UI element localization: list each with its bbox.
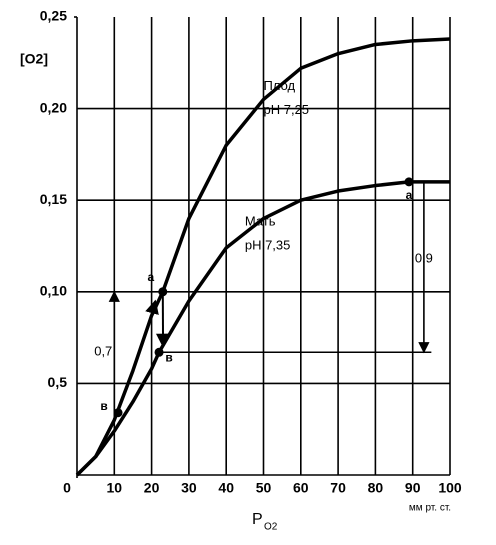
series-label: Мать — [245, 214, 276, 229]
point — [158, 287, 168, 297]
series-label: Плод — [264, 78, 296, 93]
point-label: в — [100, 399, 107, 413]
x-tick-label: 30 — [181, 480, 197, 496]
x-tick-label: 40 — [218, 480, 234, 496]
x-tick-label: 80 — [368, 480, 384, 496]
x-tick-label: 100 — [438, 480, 462, 496]
y-tick-label: 0,15 — [40, 191, 67, 207]
x-unit: мм рт. ст. — [409, 503, 451, 514]
x-tick-label: 60 — [293, 480, 309, 496]
y-tick-label: 0,10 — [40, 283, 67, 299]
x-tick-label: 50 — [256, 480, 272, 496]
difference-label: 0,9 — [415, 251, 433, 266]
point-label: а — [147, 270, 154, 284]
series-note: pH 7,25 — [264, 102, 310, 117]
y-tick-label: 0,5 — [48, 374, 68, 390]
x-tick-label: 0 — [63, 480, 71, 496]
curve-arrow — [145, 299, 159, 329]
x-axis-label: P — [252, 511, 263, 528]
series-note: pH 7,35 — [245, 237, 291, 252]
point — [404, 177, 414, 187]
x-tick-label: 90 — [405, 480, 421, 496]
difference-label: 0,7 — [94, 344, 112, 359]
x-tick-label: 70 — [330, 480, 346, 496]
y-axis-label: [O2] — [20, 51, 48, 67]
point-label: в — [165, 350, 172, 364]
curve — [75, 180, 450, 477]
x-axis-label-sub: O2 — [264, 522, 278, 533]
point-label: а — [406, 188, 413, 202]
point — [154, 347, 164, 357]
x-tick-label: 20 — [144, 480, 160, 496]
y-tick-label: 0,20 — [40, 99, 67, 115]
point — [113, 408, 123, 418]
y-tick-label: 0,25 — [40, 8, 67, 24]
x-tick-label: 10 — [107, 480, 123, 496]
